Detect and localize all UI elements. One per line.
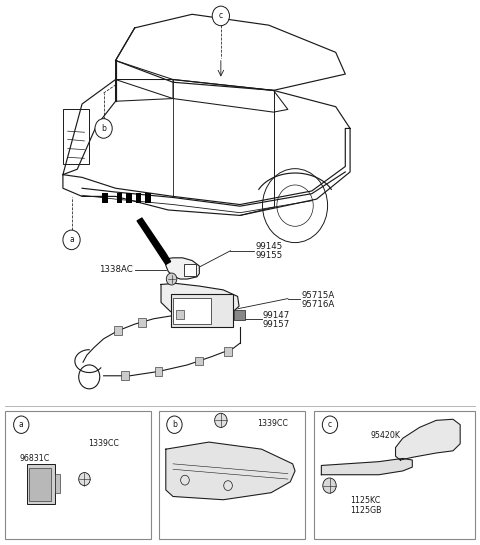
- Text: 99145: 99145: [256, 242, 283, 251]
- Bar: [27, 464, 55, 504]
- Circle shape: [167, 416, 182, 433]
- Bar: [136, 193, 142, 203]
- Bar: [55, 474, 60, 493]
- Text: a: a: [69, 235, 74, 244]
- Circle shape: [323, 478, 336, 493]
- Bar: [63, 110, 89, 164]
- Text: 1339CC: 1339CC: [257, 419, 288, 428]
- Text: c: c: [219, 11, 223, 20]
- Polygon shape: [396, 419, 460, 460]
- Bar: [138, 318, 146, 327]
- Polygon shape: [166, 258, 199, 279]
- Bar: [224, 347, 232, 356]
- Text: 1339CC: 1339CC: [88, 439, 119, 448]
- Bar: [314, 411, 475, 539]
- Bar: [145, 193, 151, 203]
- Circle shape: [13, 416, 29, 433]
- Circle shape: [79, 473, 90, 486]
- Bar: [121, 371, 129, 379]
- Circle shape: [323, 416, 337, 433]
- Circle shape: [166, 273, 177, 285]
- Bar: [170, 294, 233, 327]
- Text: b: b: [172, 420, 177, 429]
- Polygon shape: [166, 442, 295, 500]
- Circle shape: [63, 230, 80, 250]
- Bar: [102, 193, 108, 203]
- Text: 99155: 99155: [256, 251, 283, 259]
- Bar: [173, 298, 211, 324]
- Text: 1338AC: 1338AC: [98, 265, 132, 274]
- Text: 1125KC: 1125KC: [350, 496, 380, 505]
- Bar: [176, 310, 184, 319]
- Bar: [114, 326, 122, 335]
- Text: b: b: [101, 124, 106, 133]
- Text: 99147: 99147: [263, 312, 290, 320]
- Text: 99157: 99157: [263, 320, 290, 329]
- Bar: [117, 193, 122, 203]
- Bar: [155, 367, 162, 376]
- Circle shape: [95, 119, 112, 138]
- Text: 95715A: 95715A: [301, 291, 335, 300]
- Polygon shape: [322, 458, 412, 475]
- Text: 1125GB: 1125GB: [350, 506, 382, 515]
- Text: 95420K: 95420K: [371, 431, 401, 440]
- Text: 96831C: 96831C: [20, 454, 50, 463]
- Bar: [234, 310, 245, 320]
- Bar: [184, 264, 196, 276]
- Circle shape: [212, 6, 229, 26]
- Circle shape: [215, 413, 227, 427]
- Polygon shape: [161, 283, 239, 315]
- Text: 95716A: 95716A: [301, 300, 335, 308]
- Text: c: c: [328, 420, 332, 429]
- Bar: [158, 411, 305, 539]
- Bar: [29, 468, 51, 501]
- Polygon shape: [137, 218, 170, 264]
- Bar: [126, 193, 132, 203]
- Bar: [5, 411, 152, 539]
- Text: a: a: [19, 420, 24, 429]
- Bar: [195, 357, 203, 366]
